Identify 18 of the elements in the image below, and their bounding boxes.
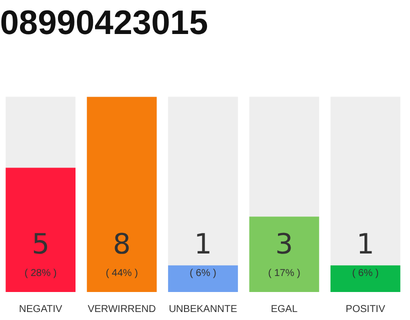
annotation: 3 [275, 227, 294, 260]
annotation: 1 [356, 227, 374, 260]
x-tick-label: VERWIRREND [88, 304, 156, 315]
x-tick-label: NEGATIV [19, 304, 63, 315]
data-label: ( 6% ) [190, 268, 216, 279]
annotation: 5 [32, 227, 50, 260]
x-tick-label: POSITIV [346, 304, 386, 315]
data-label: ( 28% ) [24, 268, 57, 279]
annotation: 8 [112, 227, 131, 260]
data-label: ( 17% ) [268, 268, 300, 279]
x-tick-label: UNBEKANNTE [168, 304, 238, 315]
chart-title: 08990423015 [0, 4, 208, 42]
annotation: 1 [194, 227, 212, 260]
data-label: ( 44% ) [106, 268, 138, 279]
data-label: ( 6% ) [352, 268, 379, 279]
bar [330, 265, 400, 292]
bar [168, 265, 238, 292]
x-tick-label: EGAL [270, 304, 298, 315]
